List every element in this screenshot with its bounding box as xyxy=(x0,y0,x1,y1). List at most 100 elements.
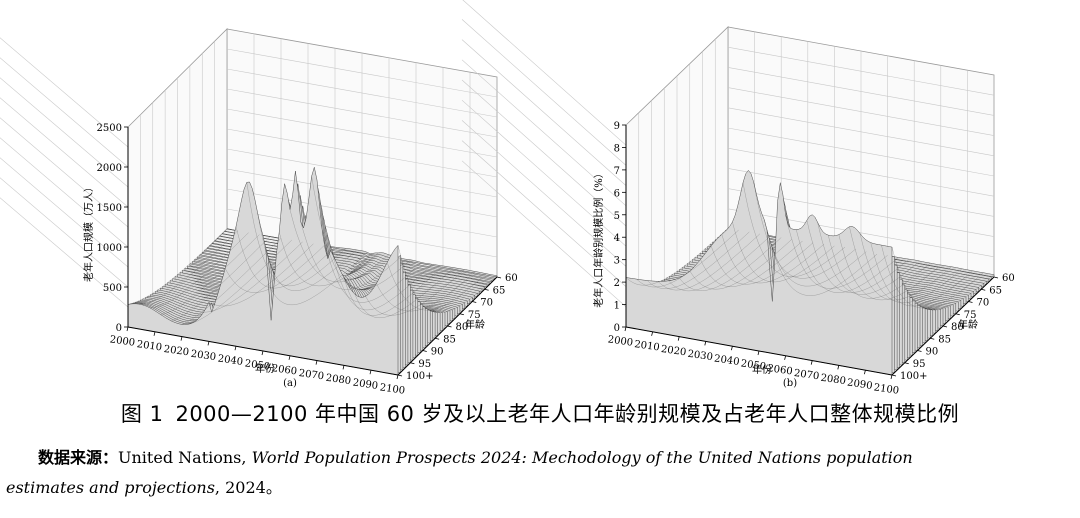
age-tick-label: 60 xyxy=(505,273,518,284)
age-tick-label: 95 xyxy=(913,359,926,370)
z-tick-label: 4 xyxy=(614,233,620,244)
x-tick xyxy=(180,336,183,341)
mesh-line xyxy=(891,247,995,311)
grid-line xyxy=(461,160,627,308)
surface-strip xyxy=(127,167,399,376)
z-tick-label: 5 xyxy=(614,211,620,222)
age-tick xyxy=(397,374,403,377)
panel-label: (a) xyxy=(283,378,297,389)
z-axis-label: 老年人口年龄别规模比例（%） xyxy=(592,168,605,308)
x-tick xyxy=(261,350,264,356)
age-tick-label: 85 xyxy=(443,334,456,345)
mesh-line xyxy=(246,182,346,287)
x-tick-label: 2000 xyxy=(607,334,634,348)
mesh-line xyxy=(235,226,336,289)
mesh-line xyxy=(710,242,814,285)
x-tick-label: 2070 xyxy=(298,368,325,382)
mesh-line xyxy=(354,267,454,318)
x-tick-label: 2080 xyxy=(820,373,847,387)
z-tick-label: 1500 xyxy=(97,203,122,214)
mesh-line xyxy=(849,226,952,301)
z-tick-label: 8 xyxy=(614,143,620,154)
age-tick xyxy=(435,337,440,340)
age-tick-label: 70 xyxy=(977,298,990,309)
age-tick xyxy=(981,288,986,291)
age-tick-label: 90 xyxy=(431,347,444,358)
age-tick-label: 65 xyxy=(989,285,1002,296)
age-tick xyxy=(955,313,960,316)
mesh-line xyxy=(657,233,761,291)
x-tick xyxy=(757,350,760,356)
mesh-line xyxy=(870,242,973,307)
z-tick-label: 2500 xyxy=(97,123,122,134)
x-tick xyxy=(234,346,237,351)
x-tick xyxy=(288,355,291,360)
age-tick-label: 80 xyxy=(456,322,469,333)
x-tick-label: 2020 xyxy=(660,344,687,358)
x-tick xyxy=(651,331,653,336)
x-tick xyxy=(890,374,893,380)
z-tick-label: 6 xyxy=(614,188,620,199)
grid-line xyxy=(0,157,129,268)
x-tick-label: 2010 xyxy=(136,339,163,353)
mesh-line xyxy=(289,209,390,283)
x-tick xyxy=(369,370,372,375)
age-tick xyxy=(942,325,948,328)
age-tick xyxy=(891,374,897,377)
source-lead: 数据来源： xyxy=(38,448,119,467)
x-tick-label: 2050 xyxy=(244,358,271,372)
x-axis-label: 年份 xyxy=(752,363,772,376)
age-tick-label: 70 xyxy=(480,298,493,309)
grid-line xyxy=(727,67,995,116)
age-tick-label: 75 xyxy=(468,310,481,321)
grid-line xyxy=(0,97,129,208)
grid-line xyxy=(461,140,627,287)
x-tick-label: 2100 xyxy=(873,382,900,396)
age-tick-label: 85 xyxy=(938,334,951,345)
x-tick xyxy=(677,336,680,341)
mesh-line xyxy=(268,252,368,305)
source-title-cont: estimates and projections xyxy=(6,478,215,497)
grid-line xyxy=(226,88,498,138)
age-tick xyxy=(447,325,452,328)
mesh-line xyxy=(647,231,750,289)
grid-line xyxy=(226,208,498,258)
grid-line xyxy=(727,87,995,136)
z-tick-label: 2 xyxy=(614,278,620,289)
grid-line xyxy=(727,46,995,96)
mesh-line xyxy=(764,219,867,287)
surface-strip xyxy=(625,170,893,376)
age-tick xyxy=(917,350,922,352)
mesh-line xyxy=(817,222,920,295)
x-tick xyxy=(624,326,627,332)
age-tick-label: 65 xyxy=(493,285,506,296)
grid-line xyxy=(226,108,498,158)
mesh-line xyxy=(397,245,498,313)
mesh-line xyxy=(322,231,422,303)
mesh-line xyxy=(774,253,878,296)
mesh-line xyxy=(127,228,228,305)
grid-line xyxy=(461,120,627,267)
mesh-line xyxy=(625,227,729,286)
mesh-line xyxy=(668,235,771,292)
mesh-line xyxy=(192,239,292,323)
grid-line xyxy=(461,39,627,186)
age-tick-label: 60 xyxy=(1002,273,1015,284)
mesh-line xyxy=(333,255,433,311)
grid-line xyxy=(461,99,627,247)
mesh-line xyxy=(257,212,357,291)
x-tick-label: 2060 xyxy=(271,363,298,377)
x-tick xyxy=(704,341,707,346)
mesh-line xyxy=(387,262,487,311)
z-tick-label: 0 xyxy=(116,323,122,334)
z-tick-label: 7 xyxy=(614,166,620,177)
data-source-line2: estimates and projections, 2024。 xyxy=(6,474,282,498)
source-year: , 2024。 xyxy=(214,478,282,497)
data-source: 数据来源：United Nations, World Population Pr… xyxy=(38,441,1068,474)
z-tick-label: 1 xyxy=(614,301,620,312)
x-tick-label: 2000 xyxy=(109,334,136,348)
x-tick-label: 2020 xyxy=(163,344,190,358)
age-tick xyxy=(484,288,489,291)
grid-line xyxy=(226,168,498,218)
age-tick xyxy=(472,301,477,303)
